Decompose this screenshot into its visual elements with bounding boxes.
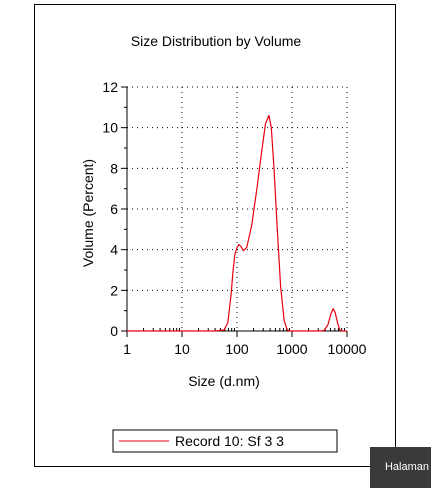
x-tick-label: 10 — [174, 341, 190, 357]
grid — [127, 86, 348, 331]
x-tick-label: 1 — [123, 341, 131, 357]
chart-panel: Size Distribution by Volume 0 2 4 6 8 10 12 1 10… — [34, 4, 396, 467]
legend: Record 10: Sf 3 3 — [112, 429, 338, 453]
y-tick-label: 12 — [102, 79, 118, 95]
x-axis-title: Size (d.nm) — [188, 373, 260, 389]
x-tick-label: 1000 — [276, 341, 307, 357]
page-tooltip: Halaman — [370, 447, 431, 488]
y-tick-label: 10 — [102, 120, 118, 136]
ticks: 0 2 4 6 8 10 12 1 10 100 1000 10000 — [102, 79, 366, 357]
x-tick-label: 100 — [225, 341, 249, 357]
chart-title: Size Distribution by Volume — [131, 33, 302, 49]
y-tick-label: 4 — [110, 242, 118, 258]
legend-label: Record 10: Sf 3 3 — [175, 433, 284, 449]
y-axis-title: Volume (Percent) — [80, 159, 96, 267]
y-tick-label: 8 — [110, 160, 118, 176]
x-tick-label: 10000 — [328, 341, 367, 357]
y-tick-label: 0 — [110, 323, 118, 339]
legend-box — [112, 429, 338, 453]
series-layer — [127, 114, 347, 332]
y-tick-label: 6 — [110, 201, 118, 217]
chart-canvas: Size Distribution by Volume 0 2 4 6 8 10 12 1 10… — [80, 33, 367, 453]
series-line — [127, 114, 347, 332]
y-tick-label: 2 — [110, 282, 118, 298]
